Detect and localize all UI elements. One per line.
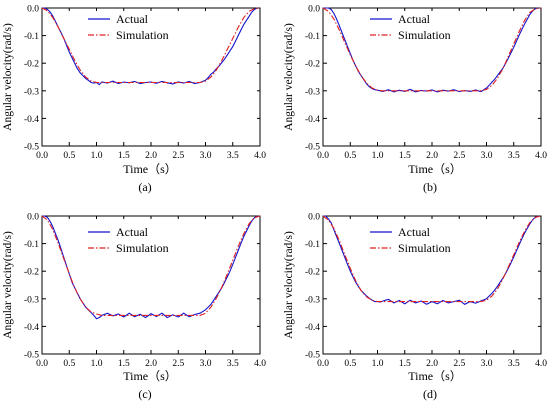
x-tick-label: 3.0 — [200, 359, 212, 369]
x-tick-label: 1.5 — [399, 151, 411, 161]
x-tick-label: 2.5 — [172, 359, 184, 369]
actual-series-line — [42, 215, 258, 320]
x-tick-label: 0.5 — [344, 151, 356, 161]
actual-series-line — [323, 215, 539, 305]
plot-frame — [322, 215, 542, 355]
actual-series-line — [323, 7, 539, 93]
y-tick-label: -0.5 — [24, 351, 39, 361]
y-tick-label: -0.3 — [305, 87, 320, 97]
panel-caption: (b) — [423, 180, 437, 194]
x-tick-label: 4.0 — [254, 151, 266, 161]
actual-series-line — [42, 7, 258, 86]
x-tick-label: 1.0 — [372, 151, 384, 161]
plot-frame — [41, 215, 261, 355]
x-tick-label: 2.0 — [426, 359, 438, 369]
y-tick-label: -0.4 — [24, 323, 39, 333]
legend-simulation-label: Simulation — [116, 28, 169, 42]
y-tick-label: -0.3 — [24, 295, 39, 305]
x-tick-label: 1.5 — [118, 359, 130, 369]
legend-simulation-label: Simulation — [116, 241, 169, 255]
legend-simulation-label: Simulation — [398, 28, 451, 42]
x-tick-label: 3.0 — [481, 151, 493, 161]
y-tick-label: -0.5 — [305, 351, 320, 361]
panel-caption: (d) — [423, 387, 437, 401]
y-tick-label: -0.4 — [305, 115, 320, 125]
chart-panel-c: 0.0 0.5 1.0 1.5 2.0 2.5 3.0 3.5 4.0 0.0 -0.1 -0.2 -0… — [2, 213, 266, 402]
x-axis-label: Time（s） — [123, 369, 177, 383]
y-axis-label: Angular velocity(rad/s) — [283, 23, 295, 131]
y-tick-label: -0.1 — [24, 32, 39, 42]
x-axis-label: Time（s） — [408, 369, 462, 383]
y-tick-label: 0.0 — [27, 213, 39, 223]
y-tick-label: 0.0 — [308, 213, 320, 223]
y-tick-label: -0.1 — [24, 240, 39, 250]
legend: Actual Simulation — [88, 225, 169, 255]
y-tick-label: -0.1 — [305, 240, 320, 250]
chart-panel-a: 0.0 0.5 1.0 1.5 2.0 2.5 3.0 3.5 4.0 0.0 -0.1 -0.2 -0… — [2, 5, 266, 195]
simulation-series-line — [41, 215, 261, 316]
x-tick-label: 3.5 — [227, 151, 239, 161]
chart-panel-d: 0.0 0.5 1.0 1.5 2.0 2.5 3.0 3.5 4.0 0.0 -0.1 -0.2 -0… — [283, 213, 547, 402]
y-tick-label: 0.0 — [27, 5, 39, 15]
y-tick-label: 0.0 — [308, 5, 320, 15]
y-axis-label: Angular velocity(rad/s) — [2, 231, 14, 339]
simulation-series-line — [41, 7, 261, 84]
x-tick-label: 1.5 — [399, 359, 411, 369]
legend: Actual Simulation — [370, 12, 451, 42]
y-tick-label: -0.3 — [24, 87, 39, 97]
x-tick-label: 3.0 — [200, 151, 212, 161]
x-tick-label: 0.0 — [36, 359, 48, 369]
legend-actual-label: Actual — [116, 225, 149, 239]
x-tick-label: 2.5 — [453, 151, 465, 161]
y-tick-label: -0.3 — [305, 295, 320, 305]
x-tick-label: 1.0 — [91, 359, 103, 369]
y-tick-label: -0.1 — [305, 32, 320, 42]
legend-actual-label: Actual — [398, 225, 431, 239]
y-tick-label: -0.5 — [305, 143, 320, 153]
legend: Actual Simulation — [370, 225, 451, 255]
x-axis-label: Time（s） — [123, 162, 177, 176]
y-tick-label: -0.5 — [24, 143, 39, 153]
x-tick-label: 4.0 — [254, 359, 266, 369]
x-tick-label: 3.5 — [508, 359, 520, 369]
panel-caption: (c) — [138, 387, 151, 401]
x-tick-label: 3.5 — [227, 359, 239, 369]
y-tick-label: -0.2 — [305, 268, 320, 278]
x-tick-label: 2.0 — [145, 359, 157, 369]
y-axis-label: Angular velocity(rad/s) — [283, 231, 295, 339]
x-tick-label: 2.5 — [453, 359, 465, 369]
x-tick-label: 0.0 — [36, 151, 48, 161]
x-tick-label: 0.0 — [317, 359, 329, 369]
x-tick-label: 4.0 — [535, 151, 547, 161]
legend-actual-label: Actual — [116, 12, 149, 26]
y-axis-label: Angular velocity(rad/s) — [2, 23, 14, 131]
x-tick-label: 0.5 — [344, 359, 356, 369]
x-tick-label: 2.5 — [172, 151, 184, 161]
y-tick-label: -0.4 — [24, 115, 39, 125]
x-tick-label: 2.0 — [426, 151, 438, 161]
x-tick-label: 0.5 — [63, 359, 75, 369]
chart-panel-b: 0.0 0.5 1.0 1.5 2.0 2.5 3.0 3.5 4.0 0.0 -0.1 -0.2 -0… — [283, 5, 547, 195]
x-tick-label: 3.5 — [508, 151, 520, 161]
y-tick-label: -0.2 — [305, 60, 320, 70]
legend-simulation-label: Simulation — [398, 241, 451, 255]
legend-actual-label: Actual — [398, 12, 431, 26]
x-tick-label: 1.5 — [118, 151, 130, 161]
panel-caption: (a) — [138, 180, 151, 194]
y-tick-label: -0.4 — [305, 323, 320, 333]
x-tick-label: 0.0 — [317, 151, 329, 161]
x-tick-label: 2.0 — [145, 151, 157, 161]
x-axis-label: Time（s） — [408, 162, 462, 176]
y-tick-label: -0.2 — [24, 268, 39, 278]
simulation-series-line — [322, 215, 542, 303]
x-tick-label: 1.0 — [91, 151, 103, 161]
legend: Actual Simulation — [88, 12, 169, 42]
x-tick-label: 0.5 — [63, 151, 75, 161]
x-tick-label: 3.0 — [481, 359, 493, 369]
simulation-series-line — [322, 7, 542, 92]
y-tick-label: -0.2 — [24, 60, 39, 70]
x-tick-label: 1.0 — [372, 359, 384, 369]
x-tick-label: 4.0 — [535, 359, 547, 369]
